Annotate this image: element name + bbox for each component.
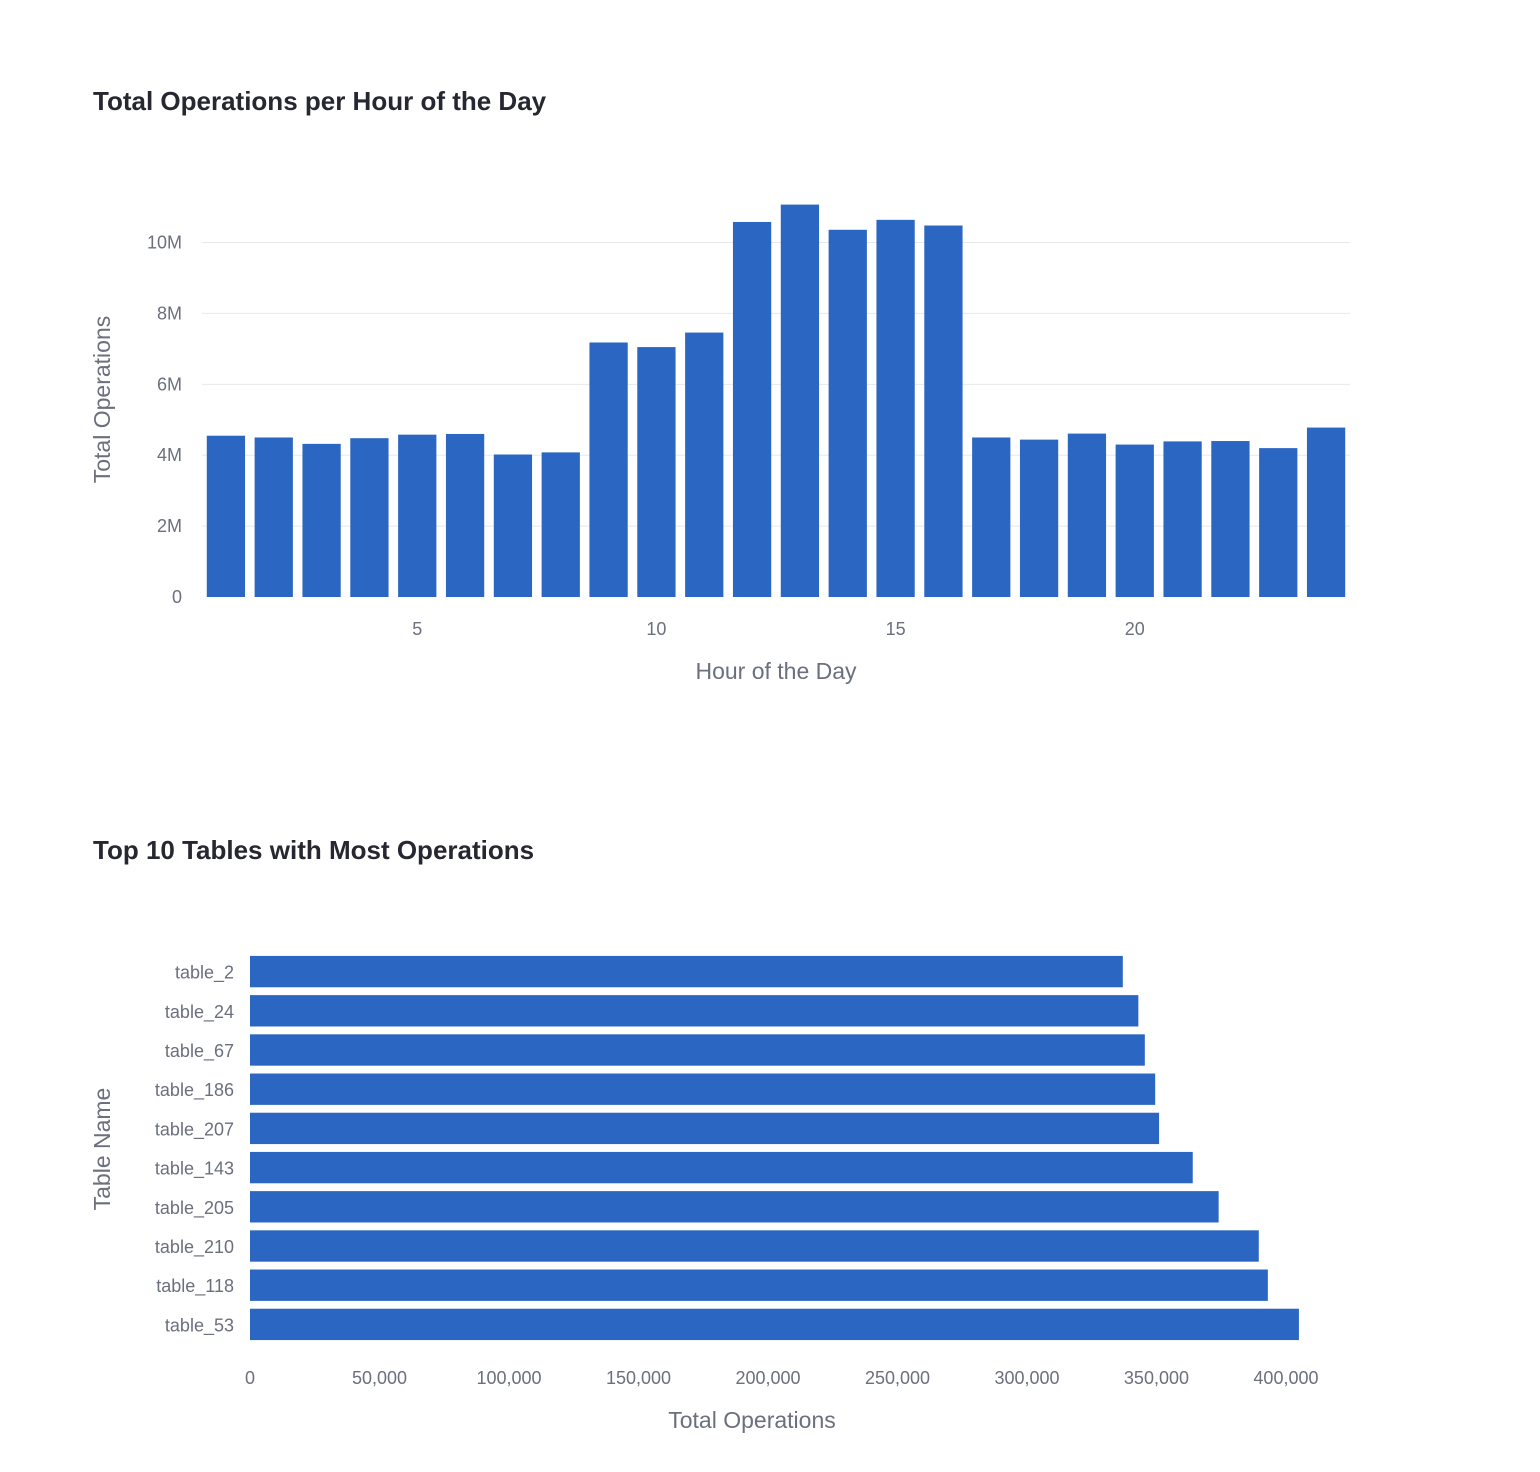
y-tick-label: table_143 [155,1159,234,1180]
x-tick-label: 350,000 [1124,1368,1189,1388]
y-tick-label: 10M [147,233,182,253]
y-tick-label: table_186 [155,1080,234,1101]
y-tick-label: 8M [157,303,182,323]
y-tick-label: table_205 [155,1198,234,1219]
bar [250,1191,1219,1223]
bar [250,1112,1160,1145]
bar [1019,439,1059,597]
x-tick-label: 5 [412,619,422,639]
bar [1115,444,1154,597]
bar [250,1308,1299,1341]
bar [685,332,724,597]
y-tick-label: 6M [157,374,182,394]
top-tables-chart-title: Top 10 Tables with Most Operations [93,835,535,865]
x-tick-label: 15 [886,619,906,639]
bar [250,995,1139,1027]
bar [589,342,628,597]
hourly-chart-title: Total Operations per Hour of the Day [93,86,547,116]
y-axis-title: Table Name [89,1088,115,1211]
x-axis-title: Hour of the Day [695,658,857,684]
bar [732,221,772,597]
y-tick-label: table_24 [165,1002,234,1023]
x-tick-label: 10 [646,619,666,639]
hourly-chart-svg: 0 2M 4M 6M 8M 10M 5 10 15 20 Hour of the Day Total … [89,204,1350,684]
bar [541,452,580,597]
x-tick-label: 400,000 [1253,1368,1318,1388]
top-tables-chart-svg: table_2 table_24 table_67 table_186 table_20… [89,955,1319,1433]
x-tick-label: 150,000 [606,1368,671,1388]
y-tick-label: table_53 [165,1315,234,1336]
x-tick-label: 200,000 [735,1368,800,1388]
y-tick-label: table_2 [175,963,234,984]
x-tick-label: 50,000 [352,1368,407,1388]
bar [1259,448,1298,597]
bar [637,347,676,597]
bar [250,955,1123,988]
bar [1067,433,1107,597]
y-tick-label: 0 [172,587,182,607]
bar [1163,441,1202,597]
bar [398,434,437,597]
bar [250,1230,1259,1262]
bar [972,437,1011,597]
y-axis-title: Total Operations [89,316,115,483]
y-tick-label: table_118 [156,1276,234,1297]
x-tick-label: 250,000 [865,1368,930,1388]
bar [924,225,963,597]
y-tick-label: table_207 [155,1119,234,1140]
y-tick-label: table_210 [155,1237,234,1258]
x-tick-label: 20 [1125,619,1145,639]
top-tables-chart: Top 10 Tables with Most Operations table… [0,760,1540,1472]
bar [250,1034,1145,1066]
x-tick-label: 300,000 [994,1368,1059,1388]
bar [445,433,485,597]
bar [1211,441,1250,597]
bar [876,219,915,597]
x-tick-label: 100,000 [476,1368,541,1388]
bar [828,229,867,597]
hourly-operations-chart: Total Operations per Hour of the Day 0 2M… [0,0,1540,730]
bar [302,443,341,597]
bar [250,1073,1156,1105]
bar [250,1151,1193,1184]
bar [493,454,533,597]
bar [206,435,246,597]
y-tick-label: 4M [157,445,182,465]
bar [254,437,293,597]
y-tick-label: 2M [157,516,182,536]
bar [1306,427,1346,597]
y-tick-label: table_67 [165,1041,234,1062]
bar [250,1269,1268,1301]
x-axis-title: Total Operations [668,1407,835,1433]
bar [780,204,820,597]
bar [350,438,389,597]
x-tick-label: 0 [245,1368,255,1388]
